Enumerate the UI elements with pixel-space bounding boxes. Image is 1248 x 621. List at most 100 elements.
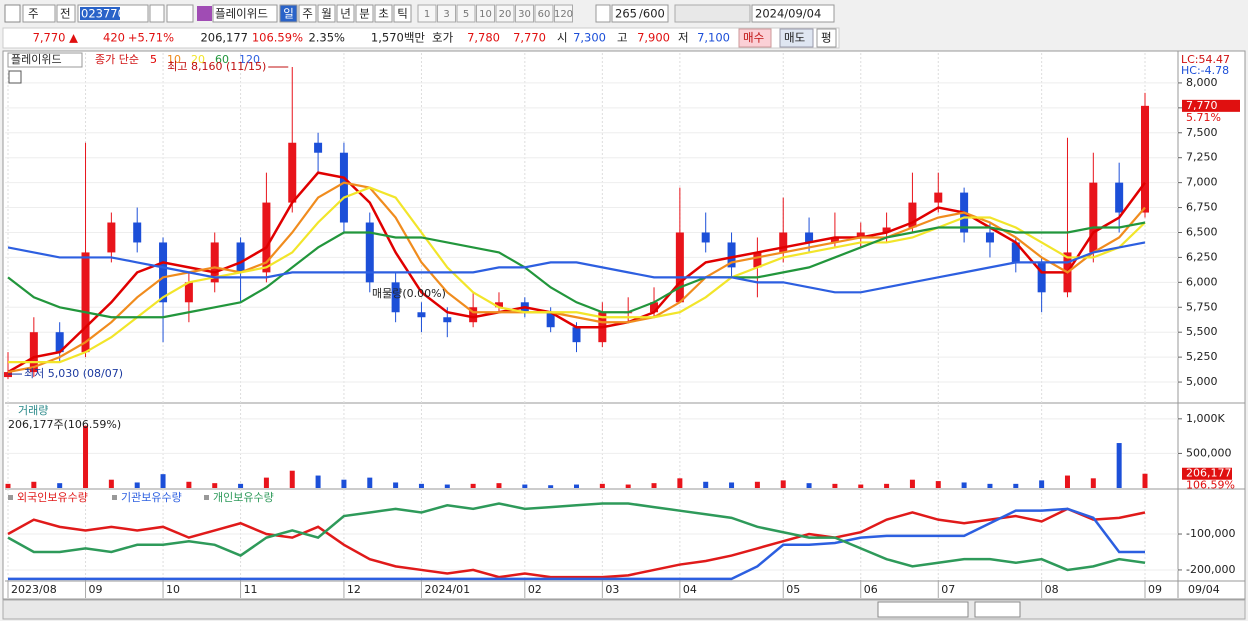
candle-body xyxy=(882,227,891,233)
indicator: HC:-4.78 xyxy=(1181,64,1229,77)
candle-body xyxy=(133,222,142,243)
volume-bar xyxy=(341,479,347,488)
interval-button[interactable] xyxy=(476,4,495,23)
period: 주 xyxy=(302,7,313,21)
candle-body xyxy=(830,237,839,243)
volume-bar xyxy=(987,483,993,488)
interval-button[interactable] xyxy=(515,4,534,23)
period-button[interactable] xyxy=(298,4,317,23)
interval-button[interactable] xyxy=(554,4,573,23)
interval: 60 xyxy=(538,9,551,20)
zoom-slider[interactable] xyxy=(974,601,1021,618)
sound[interactable] xyxy=(166,4,194,23)
volume-bar xyxy=(108,479,114,488)
volume-bar xyxy=(832,483,838,488)
volume-bar xyxy=(1064,475,1070,488)
volume-bar xyxy=(444,484,450,488)
volume-bar xyxy=(574,484,579,488)
candle-body xyxy=(469,307,478,323)
volume-bar xyxy=(367,477,373,488)
dropdown[interactable] xyxy=(595,4,611,23)
period: 일 xyxy=(283,7,294,21)
last-volume: 206,177 xyxy=(1186,467,1232,480)
period-button[interactable] xyxy=(279,4,298,23)
candle-body xyxy=(159,242,168,303)
volume-bar xyxy=(651,483,657,488)
avg-button[interactable] xyxy=(816,28,837,48)
candle-body xyxy=(701,232,710,243)
scroll-track[interactable] xyxy=(2,599,1246,620)
candle-body xyxy=(727,242,736,268)
change: 420 xyxy=(103,31,125,45)
volume-bar xyxy=(522,484,528,488)
candle-body xyxy=(985,232,994,243)
panel-title: 거래량 xyxy=(18,404,48,417)
candle-body xyxy=(288,142,297,203)
interval-button[interactable] xyxy=(534,4,554,23)
period-button[interactable] xyxy=(317,4,336,23)
candle-body xyxy=(546,312,555,328)
y-tick-label: 500,000 xyxy=(1186,446,1232,459)
y-tick-label: -100,000 xyxy=(1186,527,1235,540)
volume-bar xyxy=(212,483,218,488)
volume-bar xyxy=(186,481,192,488)
low-label: 저 xyxy=(678,31,689,45)
x-tick-label: 12 xyxy=(347,583,361,596)
volume-bar xyxy=(703,481,709,488)
code: 023770 xyxy=(81,7,125,21)
holding-line xyxy=(7,507,1146,579)
legend-label: 120 xyxy=(239,53,260,66)
candle-body xyxy=(1011,242,1020,263)
avg: 평 xyxy=(821,31,832,45)
period: 분 xyxy=(359,7,370,21)
volume-bar xyxy=(548,485,554,488)
icon[interactable] xyxy=(4,4,21,23)
x-tick-label: 07 xyxy=(941,583,955,596)
high: 7,900 xyxy=(637,31,670,45)
search[interactable] xyxy=(149,4,165,23)
legend-label: 개인보유수량 xyxy=(213,491,274,504)
date-box[interactable] xyxy=(751,4,835,23)
scroll-buttons[interactable] xyxy=(877,601,969,618)
legend-label: 기관보유수량 xyxy=(121,491,182,504)
candle-body xyxy=(1037,262,1046,293)
legend-swatch xyxy=(204,495,209,500)
price: 7,770 ▲ xyxy=(33,31,79,45)
y-tick-label: 6,500 xyxy=(1186,225,1218,238)
candle-body xyxy=(55,332,64,353)
calc-icon xyxy=(8,70,22,84)
quote-bar: 7,770 ▲ 420 +5.71% 206,177 106.59% 2.35%… xyxy=(2,27,840,49)
tools[interactable] xyxy=(674,4,751,23)
period-button[interactable] xyxy=(355,4,374,23)
y-tick-label: 6,000 xyxy=(1186,275,1218,288)
low: 7,100 xyxy=(697,31,730,45)
x-tick-label: 09 xyxy=(1148,583,1162,596)
volume-bar xyxy=(884,483,890,488)
volume-bar xyxy=(935,481,941,488)
quote-box xyxy=(2,27,840,49)
count-box[interactable] xyxy=(611,4,669,23)
volume-bar xyxy=(134,482,140,488)
interval-button[interactable] xyxy=(456,4,476,23)
volume-bar xyxy=(625,484,631,488)
high-label: 고 xyxy=(617,31,628,45)
volume-bar xyxy=(729,482,735,488)
last-change: 5.71% xyxy=(1186,111,1221,124)
interval-button[interactable] xyxy=(437,4,456,23)
candle-body xyxy=(443,317,452,323)
interval: 5 xyxy=(463,9,469,20)
x-axis-end-label: 09/04 xyxy=(1188,583,1220,596)
sell-button[interactable] xyxy=(779,28,814,48)
period-button[interactable] xyxy=(374,4,393,23)
period-button[interactable] xyxy=(393,4,412,23)
interval-button[interactable] xyxy=(495,4,515,23)
market-box[interactable] xyxy=(22,4,56,23)
candle-body xyxy=(314,142,323,153)
mode-box[interactable] xyxy=(56,4,76,23)
buy-button[interactable] xyxy=(738,28,772,48)
amount: 1,570백만 xyxy=(371,31,426,45)
period-button[interactable] xyxy=(336,4,355,23)
interval-button[interactable] xyxy=(417,4,437,23)
y-tick-label: 1,000K xyxy=(1186,412,1225,425)
